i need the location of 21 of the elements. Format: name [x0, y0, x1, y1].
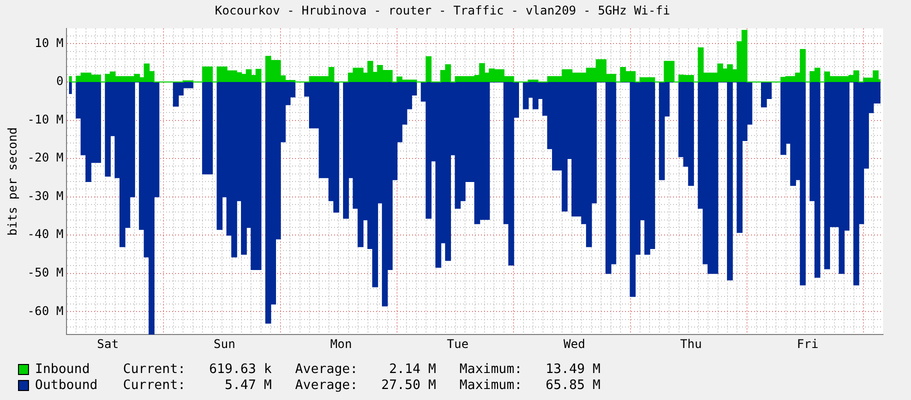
- x-tick-label: Tue: [446, 336, 469, 351]
- chart-title: Kocourkov - Hrubinova - router - Traffic - vlan209 - 5GHz Wi-fi: [214, 3, 670, 18]
- legend-label: Outbound: [35, 378, 99, 392]
- x-tick-label: Sun: [214, 336, 236, 351]
- y-tick-label: -50 M: [27, 265, 64, 280]
- x-tick-label: Mon: [330, 336, 352, 351]
- y-axis-title: bits per second: [5, 127, 20, 236]
- y-tick-label: -30 M: [27, 188, 64, 203]
- y-tick-label: -10 M: [27, 112, 64, 126]
- text: Current: 619.63 k Average: 2.14 M Maximum: 13.49 M: [123, 362, 600, 376]
- y-tick-label: 0: [56, 74, 64, 88]
- x-tick-label: Wed: [564, 336, 586, 351]
- legend-label: Inbound: [35, 362, 91, 376]
- y-tick-label: -40 M: [27, 227, 64, 242]
- x-tick-label: Thu: [680, 336, 702, 351]
- text: Current: 5.47 M Average: 27.50 M Maximum: 65.85 M: [123, 378, 600, 392]
- x-tick-label: Sat: [96, 336, 119, 351]
- x-tick-label: Fri: [796, 336, 819, 351]
- y-tick-label: -60 M: [27, 304, 64, 318]
- y-tick-label: 10 M: [34, 36, 64, 50]
- y-tick-label: -20 M: [27, 150, 64, 165]
